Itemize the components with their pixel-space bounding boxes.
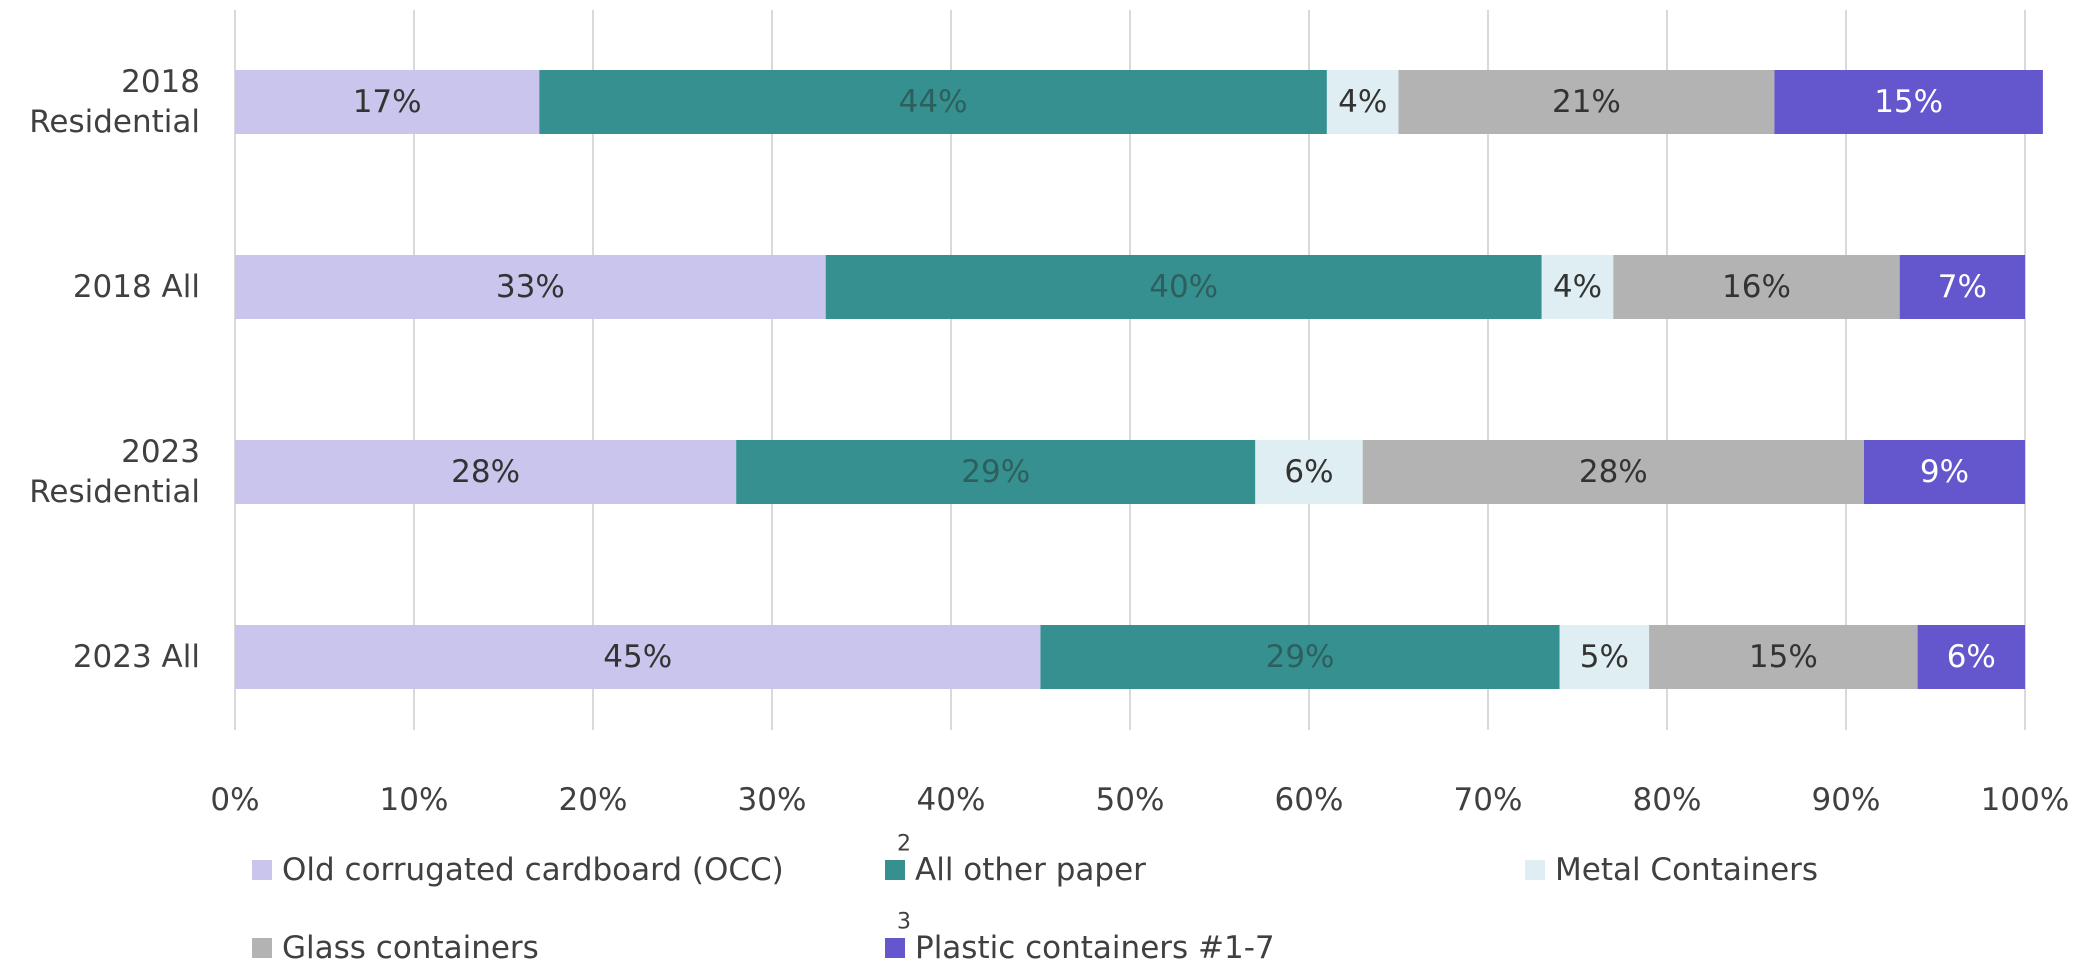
legend-item-3: Glass containers bbox=[252, 930, 539, 966]
bar-segment-3-0 bbox=[235, 625, 1041, 689]
data-label-1-0: 33% bbox=[496, 269, 565, 305]
category-label-0-1: Residential bbox=[29, 104, 200, 140]
x-tick-label-0: 0% bbox=[210, 782, 259, 818]
category-label-2-0: 2023 bbox=[121, 434, 200, 470]
category-labels: 2018 Residential 2018 All 2023 Residential 20… bbox=[29, 64, 200, 675]
legend-label-0: Old corrugated cardboard (OCC) bbox=[282, 852, 784, 888]
legend-swatch-2 bbox=[1525, 860, 1545, 880]
bar-segment-1-0 bbox=[235, 255, 826, 319]
data-label-3-2: 5% bbox=[1580, 639, 1629, 675]
data-label-0-3: 21% bbox=[1552, 84, 1621, 120]
legend-label-3: Glass containers bbox=[282, 930, 539, 966]
x-tick-labels: 0% 10% 20% 30% 40% 50% 60% 70% 80% 90% 100% bbox=[210, 782, 2069, 818]
x-tick-label-4: 40% bbox=[917, 782, 986, 818]
legend-label-2: Metal Containers bbox=[1555, 852, 1818, 888]
x-tick-label-8: 80% bbox=[1633, 782, 1702, 818]
bar-segment-3-2 bbox=[1559, 625, 1650, 689]
legend-swatch-0 bbox=[252, 860, 272, 880]
data-label-1-4: 7% bbox=[1938, 269, 1987, 305]
data-label-0-0: 17% bbox=[353, 84, 422, 120]
legend-item-2: Metal Containers bbox=[1525, 852, 1818, 888]
x-tick-label-6: 60% bbox=[1275, 782, 1344, 818]
data-label-2-2: 6% bbox=[1284, 454, 1333, 490]
data-label-2-1: 29% bbox=[961, 454, 1030, 490]
category-label-2-1: Residential bbox=[29, 474, 200, 510]
bar-segment-1-3 bbox=[1613, 255, 1900, 319]
data-label-2-4: 9% bbox=[1920, 454, 1969, 490]
legend-item-4: Plastic containers #1-73 bbox=[885, 910, 1275, 966]
bar-segment-3-3 bbox=[1649, 625, 1918, 689]
data-label-1-1: 40% bbox=[1149, 269, 1218, 305]
bar-segment-0-4 bbox=[1774, 70, 2043, 134]
legend: Old corrugated cardboard (OCC) All other … bbox=[252, 832, 1818, 966]
bar-segment-0-3 bbox=[1398, 70, 1775, 134]
bar-segment-2-0 bbox=[235, 440, 737, 504]
legend-label-4: Plastic containers #1-7 bbox=[915, 930, 1275, 966]
bar-segment-2-4 bbox=[1863, 440, 2025, 504]
legend-superscript-1: 2 bbox=[897, 832, 911, 857]
data-labels: 17% 44% 4% 21% 15% 33% 40% 4% 16% 7% 28% 29% 6% 28% 9%… bbox=[353, 84, 1996, 675]
data-label-3-3: 15% bbox=[1749, 639, 1818, 675]
data-label-0-2: 4% bbox=[1338, 84, 1387, 120]
bar-segment-2-3 bbox=[1362, 440, 1864, 504]
legend-label-1: All other paper bbox=[915, 852, 1146, 888]
category-label-0-0: 2018 bbox=[121, 64, 200, 100]
bar-segment-0-2 bbox=[1326, 70, 1399, 134]
data-label-2-3: 28% bbox=[1579, 454, 1648, 490]
bar-segment-2-2 bbox=[1255, 440, 1363, 504]
legend-swatch-3 bbox=[252, 938, 272, 958]
bar-segment-2-1 bbox=[736, 440, 1256, 504]
bar-segment-0-1 bbox=[539, 70, 1327, 134]
data-label-3-4: 6% bbox=[1947, 639, 1996, 675]
x-tick-label-2: 20% bbox=[559, 782, 628, 818]
x-tick-label-3: 30% bbox=[738, 782, 807, 818]
bar-segment-3-1 bbox=[1040, 625, 1560, 689]
bar-segment-0-0 bbox=[235, 70, 540, 134]
data-label-0-4: 15% bbox=[1874, 84, 1943, 120]
x-tick-label-5: 50% bbox=[1096, 782, 1165, 818]
x-tick-label-1: 10% bbox=[380, 782, 449, 818]
data-label-0-1: 44% bbox=[899, 84, 968, 120]
x-tick-label-9: 90% bbox=[1812, 782, 1881, 818]
data-label-2-0: 28% bbox=[451, 454, 520, 490]
x-tick-label-7: 70% bbox=[1454, 782, 1523, 818]
legend-superscript-4: 3 bbox=[897, 910, 911, 935]
bar-segment-3-4 bbox=[1917, 625, 2025, 689]
bar-segment-1-2 bbox=[1541, 255, 1614, 319]
category-label-3-0: 2023 All bbox=[73, 639, 200, 675]
data-label-1-2: 4% bbox=[1553, 269, 1602, 305]
bars bbox=[235, 70, 2043, 689]
x-tick-label-10: 100% bbox=[1981, 782, 2070, 818]
category-label-1-0: 2018 All bbox=[73, 269, 200, 305]
data-label-3-1: 29% bbox=[1266, 639, 1335, 675]
data-label-1-3: 16% bbox=[1722, 269, 1791, 305]
data-label-3-0: 45% bbox=[603, 639, 672, 675]
legend-swatch-4 bbox=[885, 938, 905, 958]
bar-segment-1-4 bbox=[1899, 255, 2025, 319]
legend-swatch-1 bbox=[885, 860, 905, 880]
legend-item-0: Old corrugated cardboard (OCC) bbox=[252, 852, 784, 888]
bar-segment-1-1 bbox=[825, 255, 1542, 319]
